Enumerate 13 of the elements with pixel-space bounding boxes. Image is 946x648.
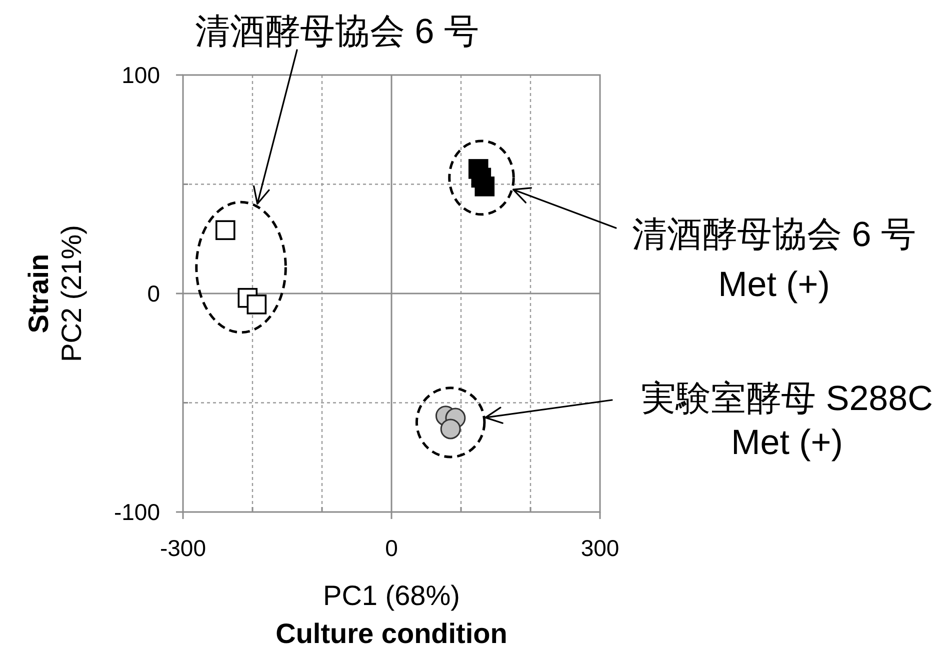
annotation: 清酒酵母協会 6 号 — [195, 12, 479, 51]
point — [215, 220, 236, 240]
annotation: 実験室酵母 S288C Met (+) — [641, 379, 933, 462]
x-tick-label: 0 — [385, 535, 398, 561]
ylabel: Strain PC2 (21%) — [23, 225, 87, 362]
annotation: 清酒酵母協会 6 号 Met (+) — [632, 215, 916, 304]
y-tick-label: 100 — [122, 62, 160, 88]
point — [246, 294, 267, 314]
x-tick-label: 300 — [580, 535, 620, 561]
x-tick-label: -300 — [160, 535, 206, 561]
xlabel: PC1 (68%) Culture condition — [276, 580, 508, 648]
y-tick-label: 0 — [147, 280, 160, 306]
y-tick-label: -100 — [114, 499, 160, 525]
